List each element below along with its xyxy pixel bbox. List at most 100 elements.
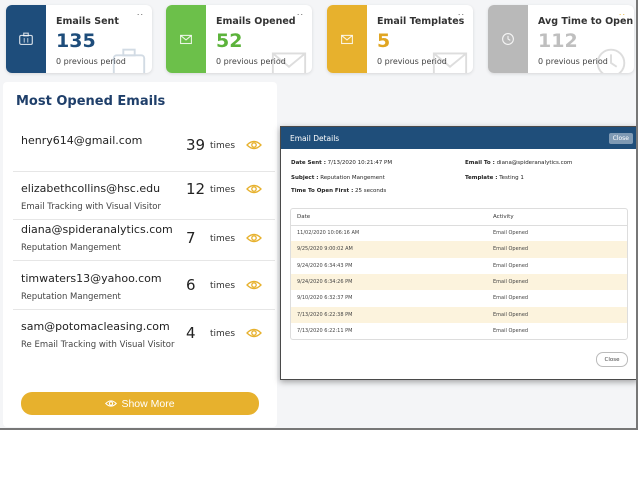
activity-type: Email Opened: [493, 246, 529, 253]
show-more-label: Show More: [121, 397, 175, 410]
recipient-email: timwaters13@yahoo.com: [21, 272, 162, 285]
table-row: 9/10/2020 6:32:37 PM Email Opened: [291, 290, 627, 306]
envelope-icon: [432, 52, 468, 73]
activity-type: Email Opened: [493, 230, 529, 236]
subject-detail: Subject : Reputation Mangement: [291, 175, 385, 181]
stat-title: Emails Opened: [216, 16, 296, 27]
email-subject: Re Email Tracking with Visual Visitor: [21, 340, 175, 350]
activity-type: Email Opened: [493, 278, 529, 285]
table-row: 9/24/2020 6:34:43 PM Email Opened: [291, 258, 627, 274]
stat-value: 52: [216, 30, 243, 52]
eye-icon: [105, 400, 118, 407]
stat-card-emails-opened[interactable]: Emails Opened 52 0 previous period ..: [166, 5, 312, 73]
list-item[interactable]: timwaters13@yahoo.com Reputation Mangeme…: [13, 262, 275, 310]
modal-title: Email Details: [290, 133, 340, 143]
eye-icon[interactable]: [246, 327, 262, 339]
eye-icon[interactable]: [246, 183, 262, 195]
stat-previous: 0 previous period: [216, 57, 286, 66]
open-count-unit: times: [210, 234, 236, 244]
card-menu-icon[interactable]: ..: [618, 8, 626, 17]
stat-side: [166, 5, 206, 73]
template-value: Testing 1: [499, 175, 524, 181]
email-subject: Reputation Mangement: [21, 243, 121, 253]
table-row: 11/02/2020 10:06:16 AM Email Opened: [291, 225, 627, 241]
date-sent-value: 7/13/2020 10:21:47 PM: [327, 160, 393, 166]
time-to-open-detail: Time To Open First : 25 seconds: [291, 188, 386, 194]
stat-card-emails-sent[interactable]: Emails Sent 135 0 previous period ..: [6, 5, 152, 73]
stat-title: Emails Sent: [56, 16, 119, 27]
activity-date: 7/13/2020 6:22:11 PM: [297, 327, 353, 334]
panel-title: Most Opened Emails: [16, 94, 166, 109]
briefcase-icon: [19, 32, 33, 45]
date-sent-label: Date Sent :: [291, 160, 326, 166]
activity-type: Email Opened: [493, 262, 529, 269]
stat-previous: 0 previous period: [377, 57, 447, 66]
stat-side: [488, 5, 528, 73]
table-row: 7/13/2020 6:22:11 PM Email Opened: [291, 323, 627, 339]
open-count: 4: [186, 324, 196, 342]
card-menu-icon[interactable]: ..: [296, 8, 304, 17]
subject-value: Reputation Mangement: [320, 175, 385, 181]
most-opened-emails-panel: Most Opened Emails henry614@gmail.com 39…: [3, 82, 277, 427]
recipient-email: sam@potomacleasing.com: [21, 320, 170, 333]
activity-table: Date Activity 11/02/2020 10:06:16 AM Ema…: [290, 208, 628, 340]
activity-date: 11/02/2020 10:06:16 AM: [297, 230, 360, 236]
table-row: 9/24/2020 6:34:26 PM Email Opened: [291, 273, 627, 291]
stat-value: 135: [56, 30, 96, 52]
close-button[interactable]: Close: [608, 132, 633, 144]
clock-icon: [502, 33, 514, 45]
open-count: 39: [186, 136, 206, 154]
clock-icon: [596, 48, 626, 73]
list-item[interactable]: elizabethcollins@hsc.edu Email Tracking …: [13, 172, 275, 220]
open-count: 12: [186, 180, 206, 198]
stat-side: [327, 5, 367, 73]
recipient-email: diana@spideranalytics.com: [21, 223, 173, 236]
envelope-icon: [180, 34, 192, 45]
template-detail: Template : Testing 1: [465, 175, 524, 181]
list-item[interactable]: henry614@gmail.com 39 times: [13, 124, 275, 172]
close-button[interactable]: Close: [596, 352, 628, 367]
list-item[interactable]: sam@potomacleasing.com Re Email Tracking…: [13, 310, 275, 358]
email-to-detail: Email To : diana@spideranalytics.com: [465, 160, 572, 166]
email-to-value: diana@spideranalytics.com: [496, 160, 573, 166]
activity-type: Email Opened: [493, 295, 529, 302]
activity-date: 7/13/2020 6:22:38 PM: [297, 311, 353, 318]
eye-icon[interactable]: [246, 232, 262, 244]
dashboard-frame: Emails Sent 135 0 previous period .. Ema…: [0, 0, 638, 430]
open-count-unit: times: [210, 281, 236, 291]
stat-title: Avg Time to Open: [538, 16, 634, 27]
stat-title: Email Templates: [377, 16, 465, 27]
card-menu-icon[interactable]: ..: [457, 8, 465, 17]
activity-type: Email Opened: [493, 327, 529, 334]
show-more-button[interactable]: Show More: [21, 392, 259, 415]
stat-card-avg-time-to-open[interactable]: Avg Time to Open 112 0 previous period .…: [488, 5, 634, 73]
activity-date: 9/25/2020 9:00:02 AM: [297, 246, 353, 253]
stat-side: [6, 5, 46, 73]
time-to-open-value: 25 seconds: [355, 188, 387, 194]
open-count: 7: [186, 229, 196, 247]
envelope-icon: [341, 34, 353, 45]
activity-date: 9/24/2020 6:34:26 PM: [297, 278, 353, 285]
date-sent-detail: Date Sent : 7/13/2020 10:21:47 PM: [291, 160, 392, 166]
eye-icon[interactable]: [246, 279, 262, 291]
recipient-email: henry614@gmail.com: [21, 134, 143, 147]
table-row: 7/13/2020 6:22:38 PM Email Opened: [291, 306, 627, 323]
list-item[interactable]: diana@spideranalytics.com Reputation Man…: [13, 213, 275, 261]
activity-date: 9/10/2020 6:32:37 PM: [297, 295, 353, 302]
open-count-unit: times: [210, 141, 236, 151]
stat-value: 112: [538, 30, 578, 52]
modal-header: Email Details Close: [281, 127, 636, 149]
open-count-unit: times: [210, 329, 236, 339]
email-to-label: Email To :: [465, 160, 495, 166]
time-to-open-label: Time To Open First :: [291, 188, 354, 194]
briefcase-icon: [112, 48, 146, 73]
template-label: Template :: [465, 175, 498, 181]
stat-card-email-templates[interactable]: Email Templates 5 0 previous period ..: [327, 5, 473, 73]
email-subject: Reputation Mangement: [21, 292, 121, 302]
recipient-email: elizabethcollins@hsc.edu: [21, 182, 161, 195]
eye-icon[interactable]: [246, 139, 262, 151]
column-header-date: Date: [297, 214, 311, 220]
card-menu-icon[interactable]: ..: [136, 8, 144, 17]
activity-date: 9/24/2020 6:34:43 PM: [297, 262, 353, 269]
open-count: 6: [186, 276, 196, 294]
